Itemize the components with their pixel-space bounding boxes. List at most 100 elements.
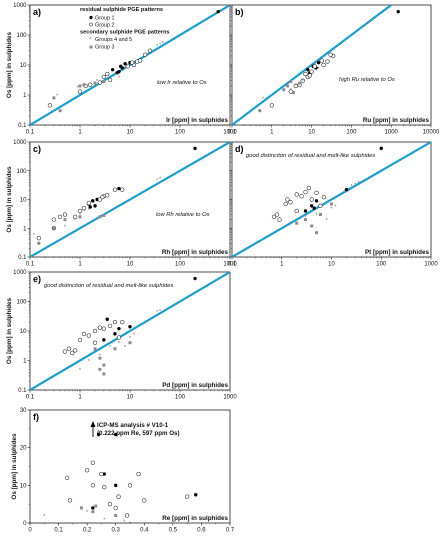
x-tick-label: 0.4: [140, 528, 149, 534]
point-group2: [274, 212, 280, 217]
point-group3: [298, 81, 302, 85]
point-group1: [102, 472, 106, 476]
point-groups45: *: [369, 20, 372, 26]
panel-annotation: good distinction of residual and melt-li…: [44, 283, 173, 289]
x-tick-label: 0.1: [26, 130, 35, 136]
point-groups45: *: [123, 520, 126, 526]
point-group2: [66, 346, 72, 351]
y-axis-label: Os [ppm] in sulphides: [6, 166, 13, 233]
point-group1: [310, 204, 314, 208]
x-tick-label: 0.1: [26, 262, 35, 268]
point-groups45: *: [295, 83, 298, 89]
point-groups45: *: [159, 309, 162, 315]
point-group3: [114, 513, 118, 517]
point-group3: [128, 341, 132, 345]
point-group2: [62, 349, 68, 354]
y-axis-label: Os [ppm] in sulphides: [6, 297, 13, 364]
y-tick-label: 100: [16, 33, 27, 39]
x-tick-label: 10: [127, 395, 134, 401]
point-group2: [328, 52, 333, 57]
point-group2: [124, 513, 130, 518]
point-group1: [316, 60, 321, 65]
x-tick-label: 1: [280, 262, 284, 268]
point-group2: [116, 494, 121, 499]
point-groups45: *: [156, 310, 159, 316]
point-group3: [78, 215, 82, 219]
point-group2: [73, 214, 78, 219]
y-tick-label: 0.1: [18, 255, 27, 261]
point-group3: [289, 80, 293, 84]
point-groups45: *: [366, 22, 369, 28]
y-tick-label: 10: [20, 329, 27, 335]
y-tick-label: 1000: [13, 270, 27, 276]
point-groups45: *: [94, 350, 97, 356]
point-groups45: *: [115, 72, 118, 78]
panel-label: b): [235, 7, 244, 17]
point-groups45: *: [118, 341, 121, 347]
point-group1: [303, 209, 308, 213]
x-tick-label: 1: [78, 130, 82, 136]
x-tick-label: 1: [78, 262, 82, 268]
point-group2: [70, 350, 75, 356]
point-group1: [379, 146, 383, 151]
point-groups45: *: [124, 345, 127, 351]
point-group2: [86, 333, 91, 338]
icp-note-line1: ICP-MS analysis # V10-1: [97, 422, 169, 429]
point-group2: [142, 498, 147, 503]
point-group2: [77, 337, 83, 343]
point-group2: [84, 468, 90, 473]
point-group1: [93, 204, 97, 208]
x-tick-label: 0.7: [226, 528, 235, 534]
point-group3: [78, 84, 82, 88]
point-group3: [102, 80, 106, 84]
x-tick-label: 100: [175, 262, 186, 268]
point-group3: [98, 215, 102, 219]
y-tick-label: 0.1: [18, 388, 27, 394]
point-groups45: *: [156, 178, 159, 184]
panels-layer: 0.111010010000.11101001000**********a)Ir…: [6, 3, 440, 534]
point-group1: [110, 67, 115, 72]
reference-line: [30, 5, 230, 125]
y-axis-label: Os [ppm] in sulphides: [11, 433, 18, 500]
reference-line: [30, 142, 230, 257]
x-tick-label: 10000: [423, 130, 440, 136]
point-group2: [107, 323, 113, 328]
legend-residual-header: residual sulphide PGE patterns: [80, 7, 163, 13]
point-group1: [123, 62, 127, 66]
point-group2: [88, 82, 93, 87]
point-group3: [295, 221, 299, 225]
point-group2: [107, 77, 113, 82]
y-tick-label: 10: [20, 483, 27, 489]
point-group1: [193, 146, 197, 151]
point-group2: [97, 80, 103, 85]
point-group2: [113, 505, 118, 511]
point-groups45: *: [350, 184, 353, 190]
point-group2: [57, 214, 63, 219]
point-groups45: *: [314, 68, 317, 74]
panel-label: f): [33, 412, 39, 422]
point-group2: [309, 69, 314, 74]
point-groups45: *: [156, 44, 159, 50]
point-groups45: *: [103, 518, 106, 524]
point-group2: [86, 200, 91, 206]
point-groups45: *: [109, 345, 112, 351]
point-group3: [330, 202, 333, 206]
x-tick-label: 1000: [385, 130, 399, 136]
point-group2: [99, 471, 104, 477]
point-groups45: *: [118, 75, 121, 81]
panel-frame: [29, 409, 231, 524]
point-group3: [113, 347, 117, 351]
x-tick-label: 1000: [223, 130, 237, 136]
point-group2: [77, 208, 83, 214]
x-tick-label: 1000: [223, 395, 237, 401]
point-groups45: *: [159, 42, 162, 48]
point-group3: [79, 506, 83, 510]
y-tick-label: 1000: [13, 140, 27, 146]
point-group3: [315, 231, 319, 235]
point-group3: [102, 363, 106, 367]
point-group2: [288, 200, 293, 205]
point-groups45: *: [129, 521, 132, 527]
point-group2: [62, 212, 68, 217]
